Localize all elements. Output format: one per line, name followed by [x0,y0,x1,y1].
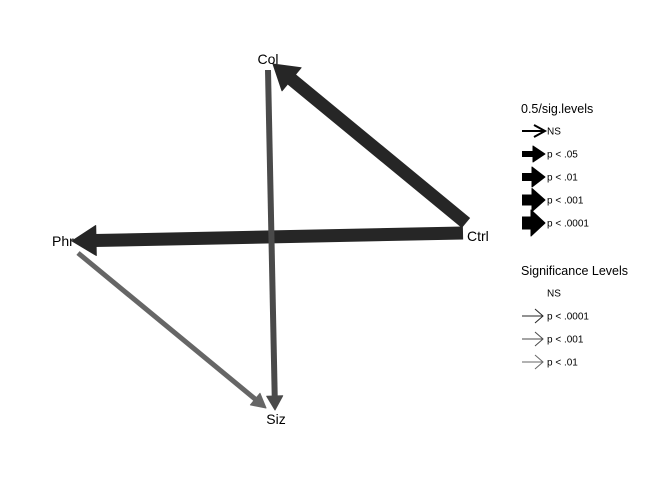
legend-significance-arrow-p-0001-head [534,308,544,324]
legend-significance-arrow-p-01 [522,354,544,370]
legend-significance-items: NS p < .0001 p < .001 p < .01 [522,285,589,370]
legend-significance-arrow-p-001 [522,331,544,347]
legend-weight-arrow-p-001 [522,188,546,212]
legend-significance-arrow-p-0001 [522,308,544,324]
legend-significance-arrow-ns [522,285,544,301]
edge-ctrl-to-col-shaft [286,73,471,229]
legend-significance-arrow-p-001-head [534,331,544,347]
edge-col-to-siz [265,69,284,411]
edges-layer [71,63,471,411]
legend-significance-label-p-01: p < .01 [547,358,578,369]
nodes-layer: Col Ctrl Phr Siz [52,51,489,427]
legend-weight-label-p-01: p < .01 [547,173,578,184]
legend-weight-label-ns: NS [547,127,561,138]
legend-weight-arrow-p-0001-head [530,209,546,237]
edge-ctrl-to-phr [71,225,464,256]
node-label-siz: Siz [266,411,285,427]
legend-significance-arrow-ns-head [534,285,544,301]
edge-ctrl-to-col [272,63,471,229]
legend-weight-label-p-0001: p < .0001 [547,219,589,230]
edge-ctrl-to-phr-head [71,225,97,256]
edge-col-to-siz-head [266,395,284,411]
edge-phr-to-siz-head [249,392,267,409]
edge-col-to-siz-shaft [265,69,278,398]
legend-significance-title: Significance Levels [521,264,628,278]
legend-significance-label-ns: NS [547,289,561,300]
legend-weight-arrow-p-05 [522,145,546,163]
legend-weight-title: 0.5/sig.levels [521,102,593,116]
edge-ctrl-to-phr-shaft [94,226,464,248]
legend-significance: Significance Levels NS p < .0001 p < .001 p… [521,264,628,370]
edge-phr-to-siz [76,251,267,409]
legend-weight-arrow-p-01 [522,166,546,188]
edge-ctrl-to-col-head [272,63,302,92]
legend-weight-arrow-ns-head [533,124,548,138]
edge-phr-to-siz-shaft [76,251,258,402]
legend-weight-label-p-05: p < .05 [547,150,578,161]
legend-weight-arrow-p-05-head [532,145,546,163]
legend-weight-arrow-p-001-head [531,188,546,212]
legend-weight-label-p-001: p < .001 [547,196,584,207]
legend-weight: 0.5/sig.levels NS p < .05 p < .01 p < .001 p… [521,102,593,237]
legend-significance-label-p-001: p < .001 [547,335,584,346]
node-label-phr: Phr [52,233,74,249]
legend-weight-arrow-ns [522,124,548,138]
legend-weight-arrow-p-01-head [531,166,546,188]
legend-weight-arrow-p-0001 [522,209,546,237]
legend-weight-items: NS p < .05 p < .01 p < .001 p < .0001 [522,124,589,237]
legend-significance-label-p-0001: p < .0001 [547,312,589,323]
node-label-col: Col [257,51,278,67]
legend-significance-arrow-p-01-head [534,354,544,370]
node-label-ctrl: Ctrl [467,228,489,244]
